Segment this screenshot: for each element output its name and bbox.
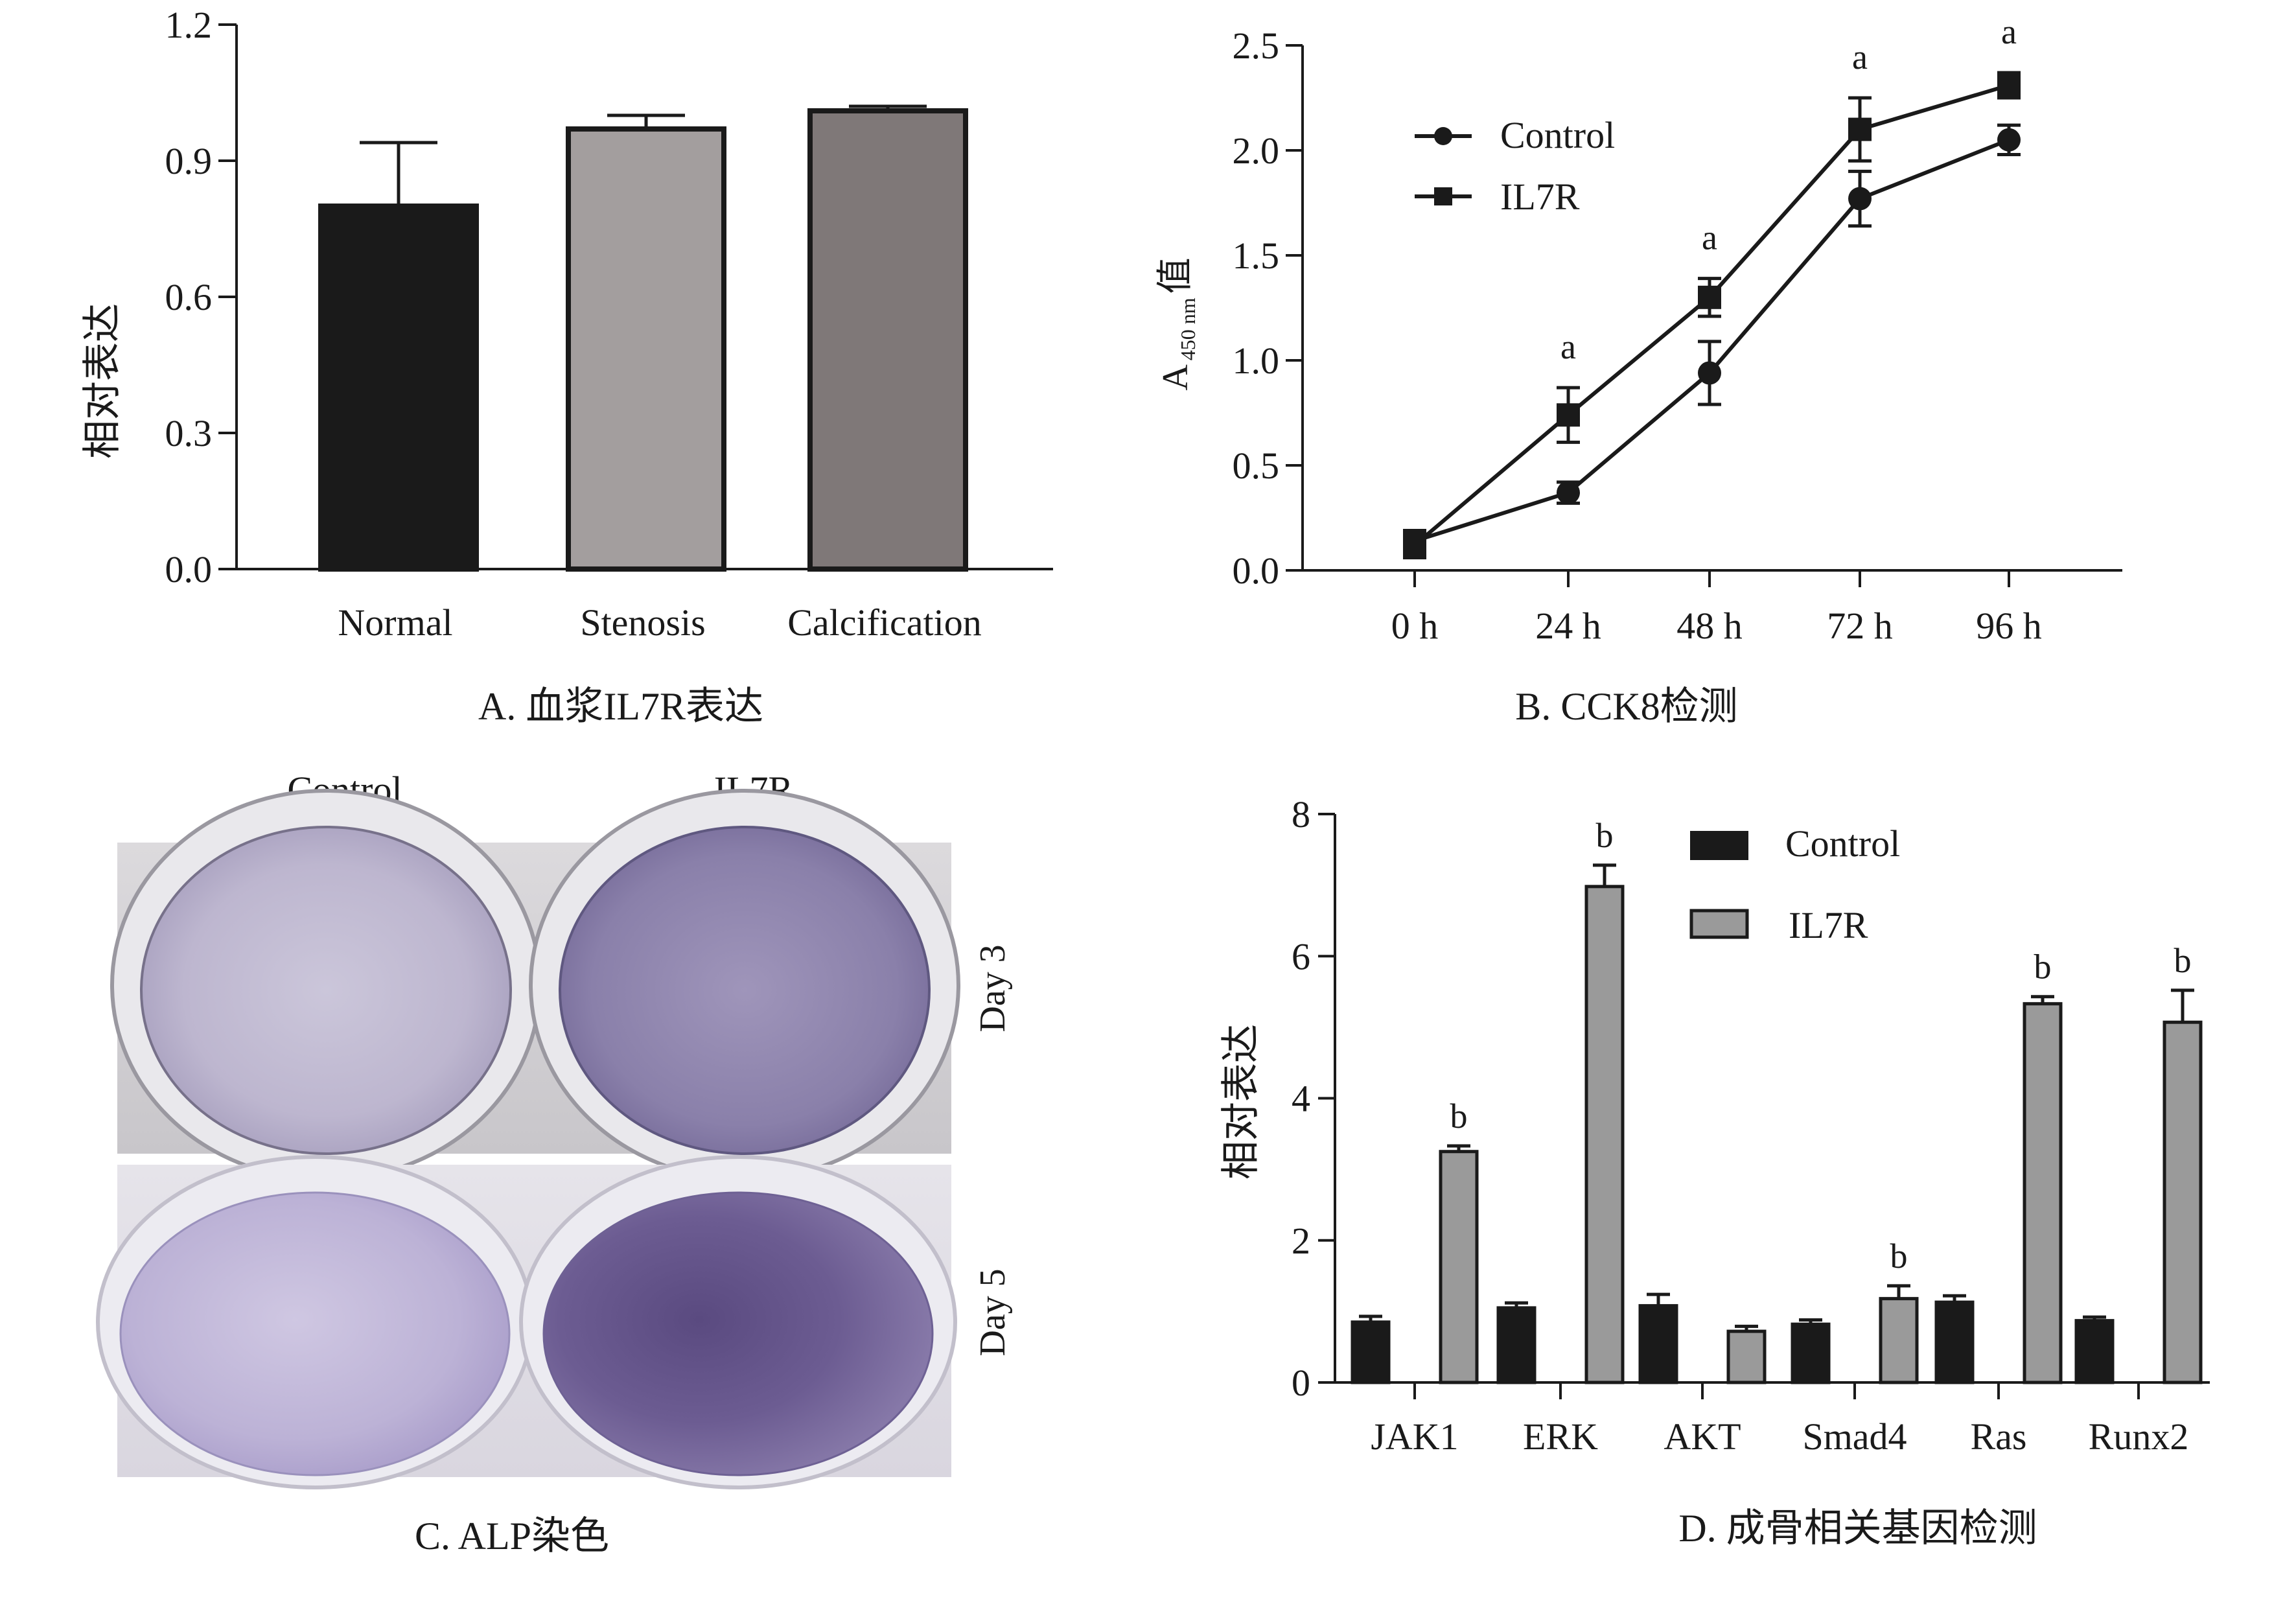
panel-b-point-il7r xyxy=(1698,285,1721,309)
panel-d-bar-control xyxy=(1351,1320,1391,1384)
panel-a-bar-chart: 0.0 0.3 0.6 0.9 1.2 Normal Stenosis Calcificati… xyxy=(81,4,1053,728)
legend-il7r-marker xyxy=(1434,187,1452,205)
panel-d-x-tick-label: AKT xyxy=(1664,1416,1741,1458)
panel-b-y-label: A 450 nm 值 xyxy=(1155,257,1200,390)
panel-a-x-tick-label: Calcification xyxy=(787,601,982,644)
panel-b-point-il7r xyxy=(1997,73,2021,97)
panel-b-legend: Control IL7R xyxy=(1415,114,1615,218)
panel-b-y-tick-label: 1.5 xyxy=(1233,235,1280,277)
panel-b-line-chart: 0.00.51.01.52.02.50 h 24 h 48 h 72 h 96 h aa… xyxy=(1155,12,2122,728)
panel-d-y-tick-label: 6 xyxy=(1292,935,1310,977)
panel-d-caption: D. 成骨相关基因检测 xyxy=(1678,1507,2037,1550)
panel-d-bars: b b b b b xyxy=(1351,816,2203,1384)
panel-a-x-tick-label: Stenosis xyxy=(580,601,705,644)
svg-text:A450 nm值: A 450 nm 值 xyxy=(1155,257,1200,390)
panel-a-y-tick-label: 0.0 xyxy=(165,548,213,590)
panel-a-y-tick-label: 0.6 xyxy=(165,276,213,318)
panel-b-y-tick-label: 1.0 xyxy=(1233,340,1280,382)
panel-c-caption: C. ALP染色 xyxy=(415,1515,609,1557)
panel-d-y-label: 相对表达 xyxy=(1220,1024,1262,1180)
panel-d-bar-il7r xyxy=(1584,885,1625,1384)
panel-a-x-tick-label: Normal xyxy=(338,601,452,644)
panel-d-y-tick-label: 8 xyxy=(1292,793,1310,835)
panel-d-bar-control xyxy=(1496,1306,1536,1384)
panel-d-y-tick-label: 2 xyxy=(1292,1220,1310,1262)
panel-b-y-tick-label: 0.5 xyxy=(1233,445,1280,487)
day3-photo xyxy=(110,789,960,1182)
panel-b-point-control xyxy=(1698,361,1721,385)
panel-b-x-tick-label: 24 h xyxy=(1535,605,1601,647)
panel-d-significance-label: b xyxy=(1890,1237,1908,1276)
panel-a-bar-stenosis xyxy=(566,126,726,572)
panel-d-bar-il7r xyxy=(1439,1150,1479,1384)
panel-b-y-tick-label: 2.0 xyxy=(1233,130,1280,172)
day5-photo xyxy=(96,1155,957,1489)
panel-a-bar-calcification xyxy=(807,108,968,572)
panel-b-significance-label: a xyxy=(2001,12,2017,51)
legend-il7r-label: IL7R xyxy=(1500,176,1580,218)
panel-d-legend: Control IL7R xyxy=(1689,822,1900,946)
panel-b-point-control xyxy=(1557,481,1580,505)
panel-a-y-tick-label: 0.3 xyxy=(165,412,213,454)
panel-b-point-control xyxy=(1997,128,2021,152)
panel-d-significance-label: b xyxy=(1450,1097,1468,1136)
panel-b-series: a a a a xyxy=(1403,12,2021,560)
panel-d-x-tick-label: Ras xyxy=(1971,1416,2027,1458)
panel-b-point-il7r xyxy=(1557,403,1580,427)
panel-b-point-control xyxy=(1848,187,1872,211)
panel-b-axes: 0.0 0.5 1.0 1.5 2.0 2.5 0 h 24 h 48 h 72 h 96 h xyxy=(1233,25,2122,647)
panel-b-y-label-sub: 450 nm xyxy=(1176,297,1200,360)
panel-d-significance-label: b xyxy=(1596,816,1614,855)
panel-b-x-tick-label: 72 h xyxy=(1827,605,1893,647)
panel-b-x-tick-label: 48 h xyxy=(1676,605,1743,647)
panel-d-significance-label: b xyxy=(2034,948,2052,986)
panel-d-significance-label: b xyxy=(2174,941,2192,980)
panel-b-y-tick-label: 2.5 xyxy=(1233,25,1280,67)
legend-control-label: Control xyxy=(1500,114,1615,156)
legend-d-il7r-label: IL7R xyxy=(1789,904,1868,946)
legend-control-marker xyxy=(1434,127,1452,145)
panel-b-significance-label: a xyxy=(1702,218,1717,257)
legend-d-control-swatch xyxy=(1690,831,1748,860)
panel-b-x-tick-label: 96 h xyxy=(1976,605,2042,647)
panel-d-x-tick-label: JAK1 xyxy=(1371,1416,1458,1458)
legend-d-control-label: Control xyxy=(1785,822,1900,865)
panel-b-point-il7r xyxy=(1403,533,1426,557)
panel-a-y-tick-label: 0.9 xyxy=(165,140,213,182)
panel-b-significance-label: a xyxy=(1560,327,1576,366)
panel-d-x-tick-label: Runx2 xyxy=(2089,1416,2189,1458)
panel-d-bar-il7r xyxy=(2163,1020,2203,1384)
panel-b-point-il7r xyxy=(1848,117,1872,141)
panel-b-x-tick-label: 0 h xyxy=(1391,605,1439,647)
panel-d-bar-il7r xyxy=(1726,1329,1767,1384)
panel-d-bar-control xyxy=(1791,1322,1831,1384)
legend-d-il7r-swatch xyxy=(1689,909,1749,939)
panel-a-caption: A. 血浆IL7R表达 xyxy=(478,685,763,728)
panel-b-caption: B. CCK8检测 xyxy=(1515,685,1737,728)
panel-a-bars xyxy=(318,104,968,572)
panel-a-y-tick-label: 1.2 xyxy=(165,4,213,46)
panel-d-x-tick-label: Smad4 xyxy=(1802,1416,1907,1458)
panel-b-y-tick-label: 0.0 xyxy=(1233,550,1280,592)
panel-d-axes: 0 2 4 6 8 JAK1 ERK AKT Smad4 Ras Runx2 xyxy=(1292,793,2210,1458)
panel-c-row-day5: Day 5 xyxy=(973,1268,1013,1356)
panel-d-bar-control xyxy=(1934,1300,1975,1384)
panel-d-bar-control xyxy=(2074,1319,2115,1384)
panel-a-y-label: 相对表达 xyxy=(81,303,124,459)
panel-c-row-day3: Day 3 xyxy=(973,944,1013,1032)
panel-d-x-tick-label: ERK xyxy=(1523,1416,1598,1458)
panel-a-axes: 0.0 0.3 0.6 0.9 1.2 Normal Stenosis Calcificati… xyxy=(165,4,1053,644)
panel-a-bar-normal xyxy=(318,204,479,572)
panel-c-alp-staining: Control IL7R Day 3 Day 5 C. ALP染色 xyxy=(96,769,1013,1557)
panel-d-bar-il7r xyxy=(1879,1297,1919,1384)
panel-d-bar-control xyxy=(1638,1304,1678,1384)
panel-b-y-label-main: A xyxy=(1155,364,1196,391)
panel-b-y-label-suffix: 值 xyxy=(1155,257,1196,294)
panel-d-bar-il7r xyxy=(2023,1002,2063,1384)
panel-d-y-tick-label: 0 xyxy=(1292,1362,1310,1404)
panel-d-y-tick-label: 4 xyxy=(1292,1078,1310,1120)
panel-b-significance-label: a xyxy=(1852,38,1868,76)
